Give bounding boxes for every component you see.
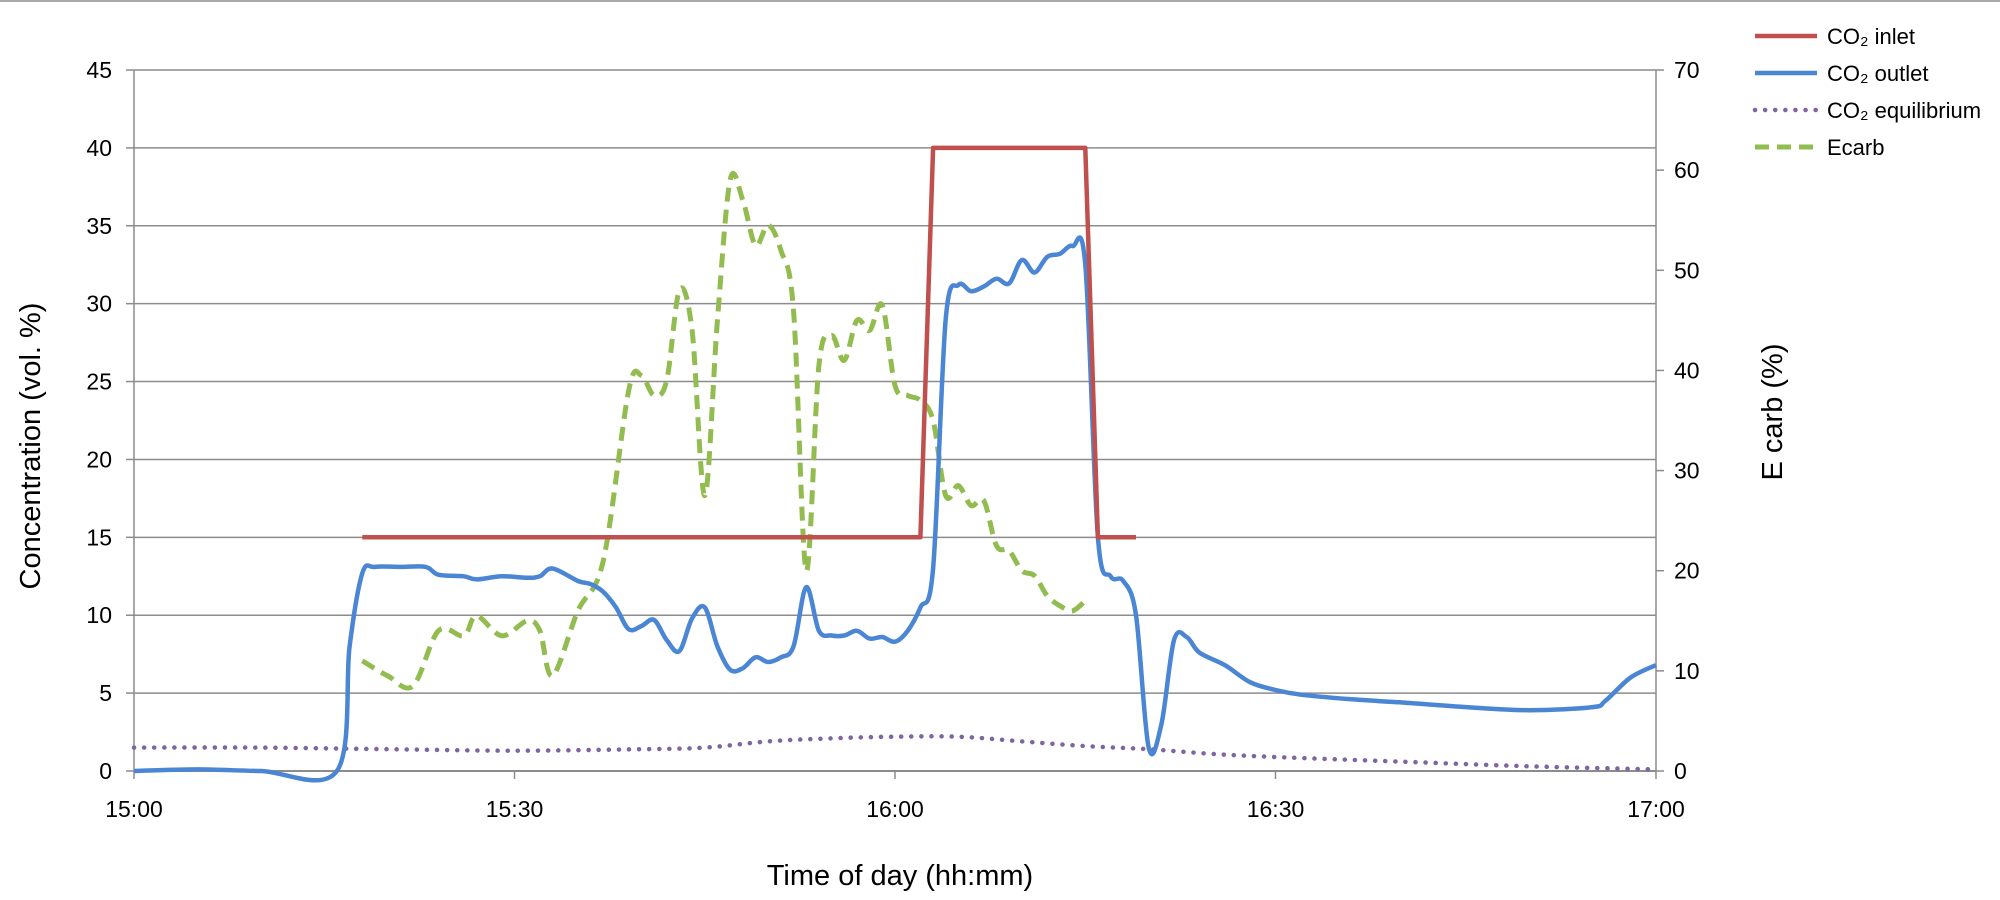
legend-label: CO₂ outlet — [1827, 61, 1928, 86]
y-left-tick-label: 5 — [99, 680, 112, 706]
legend-label: CO₂ equilibrium — [1827, 98, 1981, 123]
y-right-tick-label: 20 — [1674, 558, 1700, 584]
y-right-tick-label: 50 — [1674, 257, 1700, 283]
x-axis-title: Time of day (hh:mm) — [767, 860, 1033, 892]
y-right-tick-label: 30 — [1674, 458, 1700, 484]
series-line-co-equilibrium — [131, 734, 1659, 772]
left-axis-title: Concentration (vol. %) — [15, 303, 47, 590]
y-left-tick-label: 0 — [99, 758, 112, 784]
y-right-tick-label: 40 — [1674, 357, 1700, 383]
data-series — [131, 145, 1659, 783]
y-right-tick-label: 10 — [1674, 658, 1700, 684]
x-tick-label: 17:00 — [1627, 796, 1685, 822]
legend-label: CO₂ inlet — [1827, 24, 1915, 49]
y-left-tick-label: 30 — [86, 291, 112, 317]
plot-area-border — [126, 69, 1664, 779]
x-tick-label: 15:00 — [105, 796, 163, 822]
y-left-tick-label: 15 — [86, 524, 112, 550]
y-left-tick-label: 20 — [86, 446, 112, 472]
legend-label: Ecarb — [1827, 135, 1884, 160]
series-line-ecarb — [361, 170, 1087, 691]
x-tick-label: 16:00 — [866, 796, 924, 822]
y-left-tick-label: 10 — [86, 602, 112, 628]
y-left-tick-label: 45 — [86, 57, 112, 83]
legend: CO₂ inlet CO₂ outlet CO₂ equilibrium Ecarb — [1752, 24, 1981, 160]
series-line-co-inlet — [362, 145, 1136, 540]
left-axis-tick-labels: 0 5 10 15 20 25 30 35 40 45 — [86, 57, 112, 784]
y-left-tick-label: 40 — [86, 135, 112, 161]
x-tick-label: 15:30 — [486, 796, 544, 822]
y-right-tick-label: 70 — [1674, 57, 1700, 83]
y-left-tick-label: 35 — [86, 213, 112, 239]
y-right-tick-label: 60 — [1674, 157, 1700, 183]
series-line-co-outlet — [133, 235, 1657, 783]
right-axis-title: E carb (%) — [1757, 344, 1789, 481]
right-axis-tick-labels: 0 10 20 30 40 50 60 70 — [1674, 57, 1700, 784]
y-right-tick-label: 0 — [1674, 758, 1687, 784]
x-tick-label: 16:30 — [1247, 796, 1305, 822]
x-axis-tick-labels: 15:00 15:30 16:00 16:30 17:00 — [105, 796, 1685, 822]
y-left-tick-label: 25 — [86, 369, 112, 395]
top-border-line — [0, 0, 2000, 2]
gridlines — [134, 69, 1656, 772]
